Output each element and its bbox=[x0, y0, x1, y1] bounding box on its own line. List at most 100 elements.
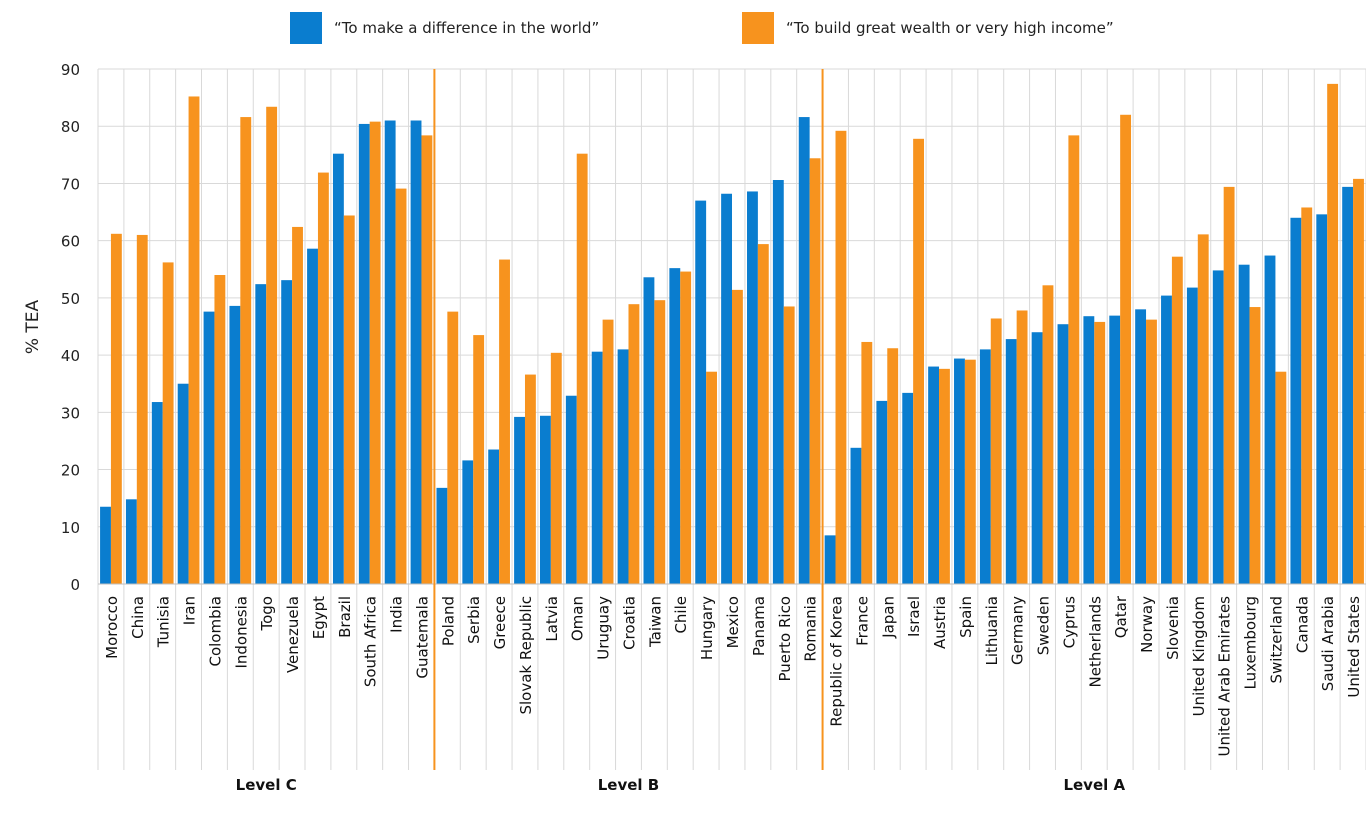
bar-difference bbox=[954, 358, 965, 584]
x-tick-label: Luxembourg bbox=[1242, 596, 1260, 690]
bar-difference bbox=[436, 487, 448, 584]
y-axis: 0 10 20 30 40 50 60 70 80 90 bbox=[61, 61, 80, 594]
bar-difference bbox=[772, 180, 784, 584]
bar-wealth bbox=[990, 318, 1002, 584]
x-tick-label: Puerto Rico bbox=[776, 596, 794, 682]
bar-wealth bbox=[421, 135, 433, 584]
y-tick-label: 30 bbox=[61, 404, 80, 422]
x-tick-label: Norway bbox=[1138, 596, 1156, 653]
bar-wealth bbox=[395, 188, 407, 584]
bar-wealth bbox=[473, 335, 485, 584]
x-tick-label: Israel bbox=[905, 596, 923, 637]
x-tick-label: Canada bbox=[1293, 596, 1311, 653]
bar-wealth bbox=[343, 215, 355, 584]
x-tick-label: United Arab Emirates bbox=[1216, 596, 1234, 757]
bar-wealth bbox=[1353, 178, 1364, 584]
bar-wealth bbox=[499, 259, 510, 584]
group-label: Level B bbox=[598, 776, 659, 794]
bar-difference bbox=[151, 402, 163, 584]
x-tick-label: Serbia bbox=[465, 596, 483, 644]
bar-wealth bbox=[576, 153, 588, 584]
bar-difference bbox=[1005, 339, 1017, 584]
bar-wealth bbox=[939, 368, 950, 584]
bar-wealth bbox=[1275, 371, 1287, 584]
legend-item-difference: “To make a difference in the world” bbox=[290, 12, 599, 44]
bar-difference bbox=[177, 383, 189, 584]
bar-wealth bbox=[1301, 207, 1313, 584]
x-tick-label: Colombia bbox=[206, 596, 224, 667]
x-tick-label: Hungary bbox=[698, 596, 716, 660]
x-axis: Morocco China Tunisia Iran Colombia Indonesia… bbox=[98, 583, 1366, 757]
bar-wealth bbox=[913, 138, 925, 585]
x-tick-label: Austria bbox=[931, 596, 949, 649]
bars bbox=[100, 83, 1364, 585]
x-tick-label: China bbox=[129, 596, 147, 639]
bar-difference bbox=[1290, 217, 1302, 584]
y-tick-label: 70 bbox=[61, 175, 80, 193]
bar-wealth bbox=[214, 275, 226, 584]
bar-difference bbox=[100, 506, 111, 584]
bar-wealth bbox=[317, 172, 329, 585]
bar-difference bbox=[255, 284, 267, 584]
bar-difference bbox=[669, 268, 681, 584]
bar-difference bbox=[125, 499, 137, 584]
x-tick-label: Latvia bbox=[543, 596, 561, 642]
x-tick-label: Germany bbox=[1009, 596, 1027, 665]
x-tick-label: Cyprus bbox=[1060, 596, 1078, 649]
x-tick-label: Japan bbox=[879, 596, 897, 639]
bar-difference bbox=[850, 447, 862, 584]
x-tick-label: Indonesia bbox=[232, 596, 250, 669]
x-tick-label: India bbox=[388, 596, 406, 633]
bar-difference bbox=[798, 117, 810, 585]
x-tick-label: Egypt bbox=[310, 596, 328, 639]
bar-difference bbox=[824, 535, 836, 584]
bar-wealth bbox=[1016, 310, 1028, 584]
x-tick-label: Switzerland bbox=[1267, 596, 1285, 684]
bar-difference bbox=[1083, 316, 1095, 584]
x-tick-label: Romania bbox=[802, 596, 820, 662]
bar-wealth bbox=[292, 226, 303, 584]
bar-wealth bbox=[1120, 114, 1132, 585]
y-tick-label: 80 bbox=[61, 118, 80, 136]
bar-difference bbox=[1057, 324, 1069, 584]
bar-wealth bbox=[240, 117, 252, 585]
group-labels: Level C Level B Level A bbox=[236, 69, 1126, 794]
y-tick-label: 10 bbox=[61, 519, 80, 537]
x-tick-label: Guatemala bbox=[413, 596, 431, 679]
x-tick-label: Tunisia bbox=[155, 596, 173, 648]
x-tick-label: United Kingdom bbox=[1190, 596, 1208, 716]
y-tick-label: 0 bbox=[70, 576, 80, 594]
bar-wealth bbox=[654, 300, 666, 584]
bar-difference bbox=[902, 392, 914, 584]
bar-difference bbox=[876, 400, 888, 584]
bar-difference bbox=[1342, 186, 1354, 584]
bar-difference bbox=[332, 153, 344, 584]
bar-difference bbox=[643, 277, 655, 584]
bar-wealth bbox=[110, 233, 122, 585]
bar-difference bbox=[1186, 287, 1198, 584]
bar-wealth bbox=[447, 311, 459, 584]
x-tick-label: Uruguay bbox=[595, 596, 613, 660]
x-tick-label: Qatar bbox=[1112, 595, 1130, 638]
bar-wealth bbox=[757, 244, 769, 584]
bar-difference bbox=[1212, 270, 1224, 584]
bar-difference bbox=[1109, 315, 1121, 584]
x-tick-label: Lithuania bbox=[983, 596, 1001, 665]
y-tick-label: 20 bbox=[61, 462, 80, 480]
group-label: Level A bbox=[1063, 776, 1125, 794]
bar-wealth bbox=[524, 374, 536, 584]
bar-wealth bbox=[1094, 321, 1106, 584]
bar-difference bbox=[591, 351, 603, 584]
x-tick-label: Venezuela bbox=[284, 596, 302, 673]
x-tick-label: South Africa bbox=[362, 596, 380, 687]
y-tick-label: 40 bbox=[61, 347, 80, 365]
bar-wealth bbox=[628, 304, 640, 584]
bar-wealth bbox=[1146, 319, 1157, 584]
bar-wealth bbox=[550, 352, 562, 584]
bar-difference bbox=[565, 395, 577, 584]
x-tick-label: Brazil bbox=[336, 596, 354, 638]
bar-wealth bbox=[1249, 307, 1261, 584]
y-tick-label: 90 bbox=[61, 61, 80, 79]
x-tick-label: Oman bbox=[569, 596, 587, 641]
